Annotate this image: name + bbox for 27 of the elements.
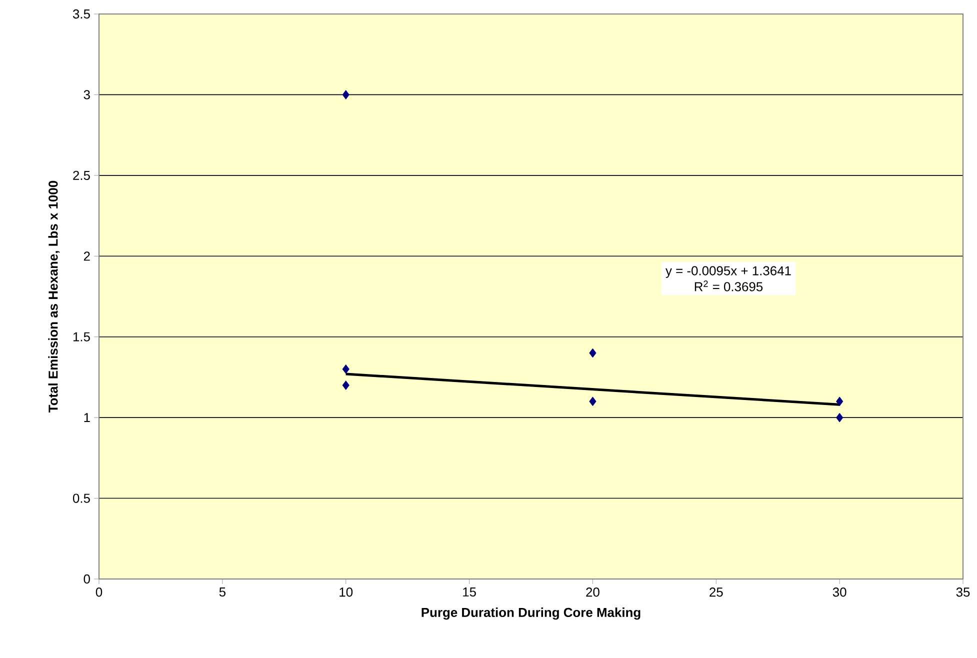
x-tick-label: 0: [96, 588, 102, 597]
x-axis-title: Purge Duration During Core Making: [422, 608, 640, 620]
x-tick-label: 25: [710, 588, 723, 597]
point: [836, 412, 844, 422]
point: [342, 380, 350, 390]
point: [589, 348, 596, 358]
annotation: R$^{2}$ = 0.3695: [694, 280, 763, 292]
y-tick-label: 3: [84, 90, 90, 100]
y-tick-label: 3.5: [72, 9, 90, 19]
point: [589, 396, 596, 406]
y-tick-label: 1.5: [73, 332, 90, 342]
annotation: y = -0.0095x + 1.3641: [666, 266, 791, 278]
x-tick-label: 20: [586, 588, 600, 597]
y-tick-label: 2.5: [73, 170, 90, 180]
point: [342, 90, 350, 100]
y-tick-label: 1: [84, 413, 90, 422]
y-tick-label: 0: [84, 574, 90, 584]
point: [836, 396, 844, 406]
x-tick-label: 30: [832, 588, 846, 597]
y-tick-label: 2: [84, 252, 90, 261]
y-axis-title: Total Emission as Hexane, Lbs x 1000: [48, 180, 60, 412]
x-tick-label: 35: [956, 588, 970, 597]
y-tick-label: 0.5: [72, 494, 90, 503]
x-tick-label: 10: [340, 588, 353, 597]
x-tick-label: 5: [219, 588, 226, 597]
x-tick-label: 15: [463, 588, 476, 597]
point: [342, 364, 350, 374]
